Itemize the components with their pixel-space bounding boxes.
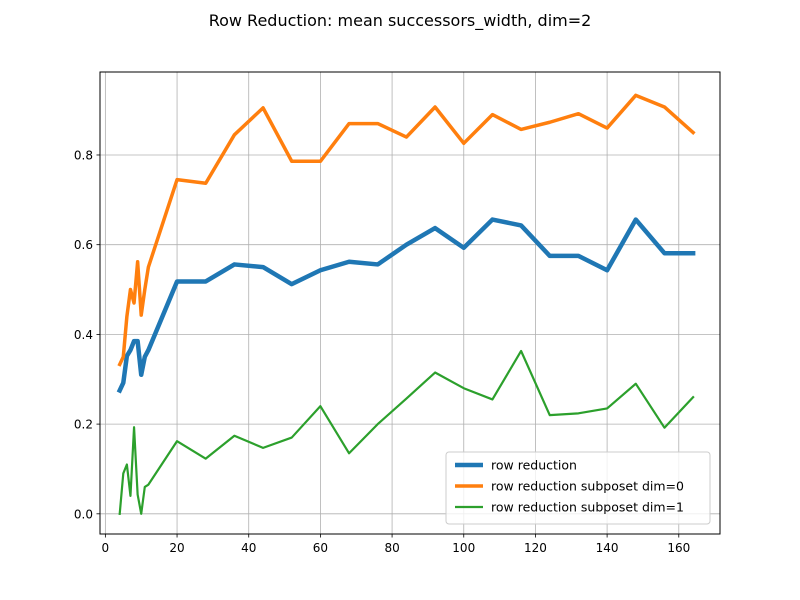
x-tick-label: 60 xyxy=(313,541,328,555)
series-line-0 xyxy=(116,217,696,394)
series-line-2 xyxy=(118,349,695,516)
legend: row reduction row reduction subposet dim=… xyxy=(445,451,711,525)
plot-area-frame xyxy=(99,71,721,535)
y-tick-label: 0.8 xyxy=(74,148,93,162)
legend-label-2: row reduction subposet dim=1 xyxy=(491,500,684,515)
series-group xyxy=(116,93,696,516)
legend-box xyxy=(445,451,711,525)
x-tick-label: 20 xyxy=(169,541,184,555)
legend-label-1: row reduction subposet dim=0 xyxy=(491,479,684,494)
x-tick-label: 100 xyxy=(452,541,475,555)
legend-label-0: row reduction xyxy=(491,458,577,473)
chart-title: Row Reduction: mean successors_width, di… xyxy=(209,11,592,31)
x-tick-label: 140 xyxy=(596,541,619,555)
axes: 0 20 40 60 80 100 120 140 160 0.0 0.2 0.4 0.6 0.8 xyxy=(74,148,690,555)
y-tick-label: 0.2 xyxy=(74,418,93,432)
y-tick-label: 0.4 xyxy=(74,328,93,342)
x-tick-label: 40 xyxy=(241,541,256,555)
x-tick-label: 120 xyxy=(524,541,547,555)
x-tick-label: 80 xyxy=(384,541,399,555)
y-tick-label: 0.6 xyxy=(74,238,93,252)
y-tick-label: 0.0 xyxy=(74,507,93,521)
x-tick-label: 160 xyxy=(667,541,690,555)
series-line-1 xyxy=(117,93,696,367)
x-tick-label: 0 xyxy=(102,541,110,555)
